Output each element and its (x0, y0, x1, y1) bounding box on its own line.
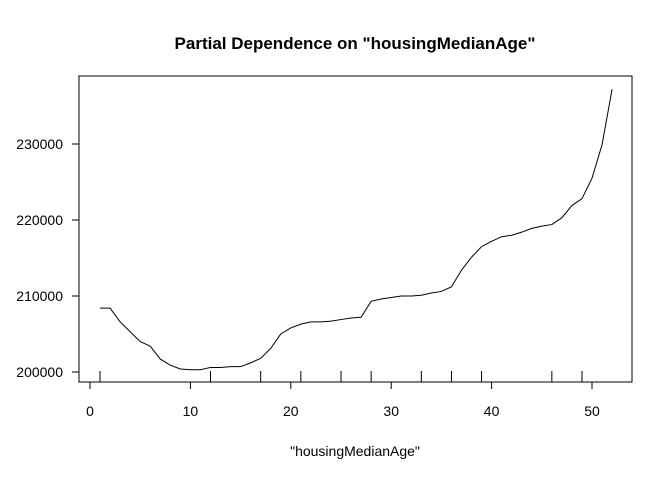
y-tick-label: 230000 (16, 136, 63, 152)
partial-dependence-line (100, 89, 613, 371)
rug-ticks (99, 371, 583, 382)
x-tick-label: 40 (484, 403, 500, 419)
x-tick-label: 0 (86, 403, 94, 419)
x-tick-label: 50 (584, 403, 600, 419)
x-tick-label: 20 (283, 403, 299, 419)
y-tick-label: 220000 (16, 212, 63, 228)
x-axis: 0 10 20 30 40 50 (86, 381, 600, 419)
y-tick-label: 210000 (16, 288, 63, 304)
x-axis-title: "housingMedianAge" (290, 443, 420, 459)
plot-frame (78, 75, 633, 383)
chart-title: Partial Dependence on "housingMedianAge" (175, 34, 536, 53)
y-tick-label: 200000 (16, 364, 63, 380)
x-tick-label: 30 (383, 403, 399, 419)
y-axis: 200000 210000 220000 230000 (16, 136, 80, 380)
x-tick-label: 10 (183, 403, 199, 419)
